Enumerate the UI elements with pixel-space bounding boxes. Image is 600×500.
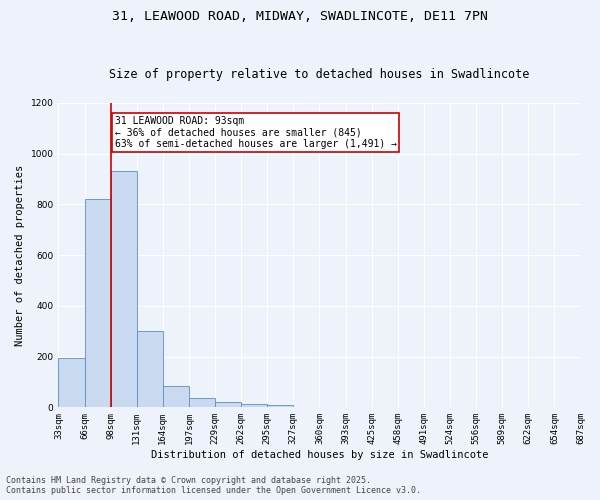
Title: Size of property relative to detached houses in Swadlincote: Size of property relative to detached ho… — [109, 68, 530, 81]
Bar — [189, 398, 215, 407]
Bar — [58, 358, 85, 408]
Text: Contains HM Land Registry data © Crown copyright and database right 2025.
Contai: Contains HM Land Registry data © Crown c… — [6, 476, 421, 495]
Text: 31 LEAWOOD ROAD: 93sqm
← 36% of detached houses are smaller (845)
63% of semi-de: 31 LEAWOOD ROAD: 93sqm ← 36% of detached… — [115, 116, 397, 149]
Bar — [215, 402, 241, 407]
Bar — [267, 406, 293, 407]
Bar — [163, 386, 189, 407]
Text: 31, LEAWOOD ROAD, MIDWAY, SWADLINCOTE, DE11 7PN: 31, LEAWOOD ROAD, MIDWAY, SWADLINCOTE, D… — [112, 10, 488, 23]
Bar — [241, 404, 267, 407]
Bar — [110, 172, 137, 408]
Bar — [85, 200, 110, 408]
Y-axis label: Number of detached properties: Number of detached properties — [15, 164, 25, 346]
X-axis label: Distribution of detached houses by size in Swadlincote: Distribution of detached houses by size … — [151, 450, 488, 460]
Bar — [137, 331, 163, 407]
